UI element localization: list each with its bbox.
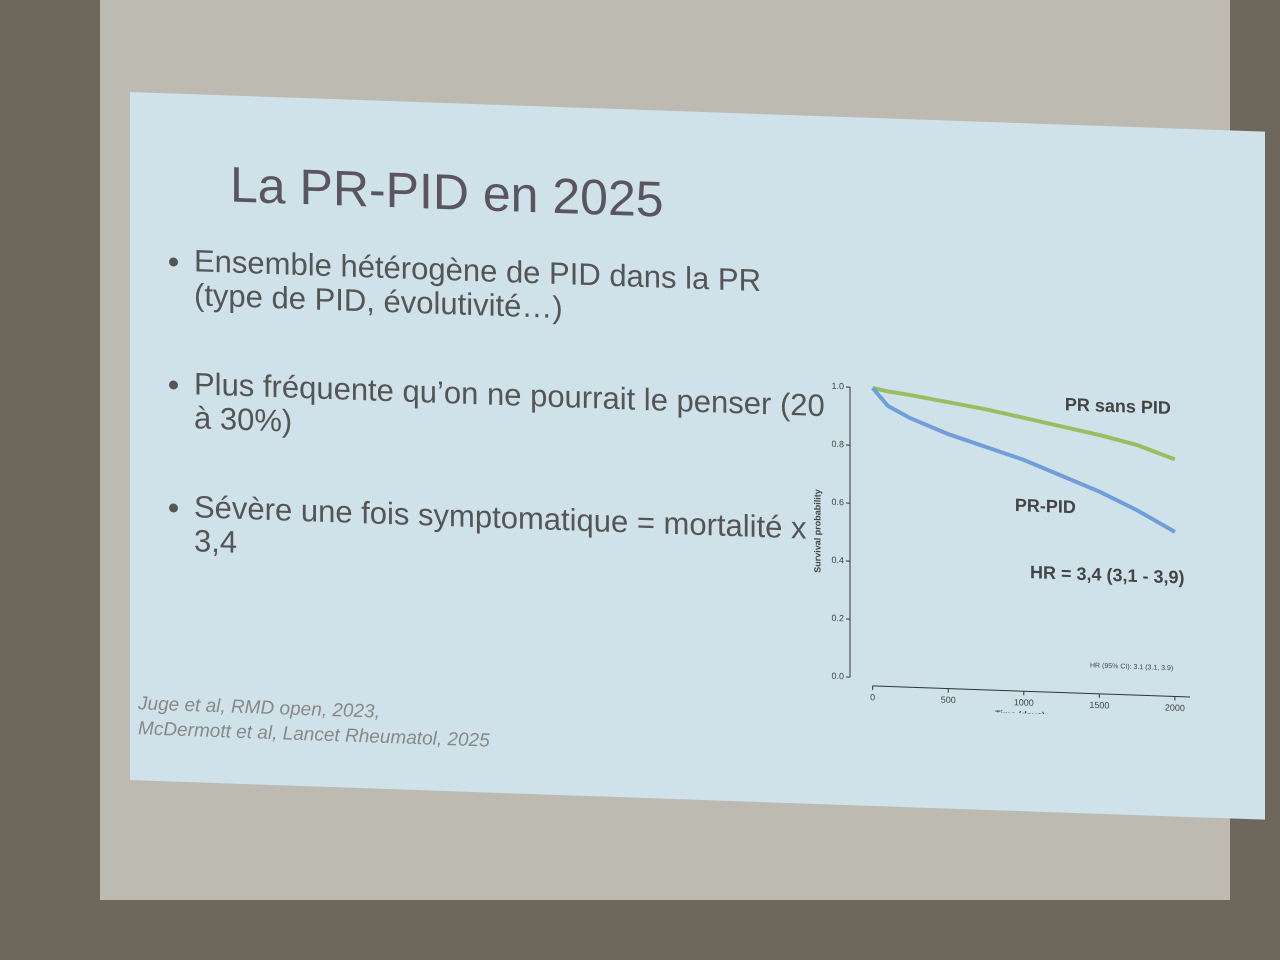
references: Juge et al, RMD open, 2023, McDermott et… (138, 692, 490, 754)
x-tick-label: 500 (941, 695, 956, 706)
chart: HR = 3,4 (3,1 - 3,9) HR (95% CI): 3.1 (3… (812, 381, 1190, 720)
x-axis-label: Time (days) (995, 709, 1045, 720)
bullet: Sévère une fois symptomatique = mortalit… (194, 490, 834, 582)
survival-curve (871, 386, 1176, 534)
survival-curve (872, 385, 1176, 462)
annotation: HR = 3,4 (3,1 - 3,9) (1030, 562, 1185, 587)
y-tick-label: 0.0 (831, 671, 844, 681)
bullet: Plus fréquente qu’on ne pourrait le pens… (194, 366, 834, 458)
series-label: PR sans PID (1065, 394, 1171, 418)
series-label: PR-PID (1015, 495, 1076, 517)
x-axis (872, 685, 1190, 698)
annotation: HR (95% CI): 3.1 (3.1, 3.9) (1090, 662, 1173, 672)
x-tick-label: 1500 (1089, 700, 1109, 711)
y-tick-label: 1.0 (831, 381, 844, 391)
y-axis-label: Survival probability (812, 489, 822, 573)
bullet: Ensemble hétérogène de PID dans la PR (t… (194, 243, 834, 335)
x-tick-label: 2000 (1165, 703, 1185, 714)
y-tick-label: 0.2 (831, 613, 844, 623)
x-tick-label: 1000 (1014, 697, 1034, 708)
x-tick-label: 0 (870, 692, 875, 702)
bullet-list: Ensemble hétérogène de PID dans la PR (t… (170, 243, 834, 636)
y-tick-label: 0.4 (831, 555, 844, 565)
slide: La PR-PID en 2025 Ensemble hétérogène de… (130, 92, 1265, 820)
slide-title: La PR-PID en 2025 (230, 156, 664, 228)
y-tick-label: 0.6 (831, 497, 844, 507)
y-tick-label: 0.8 (831, 439, 844, 449)
